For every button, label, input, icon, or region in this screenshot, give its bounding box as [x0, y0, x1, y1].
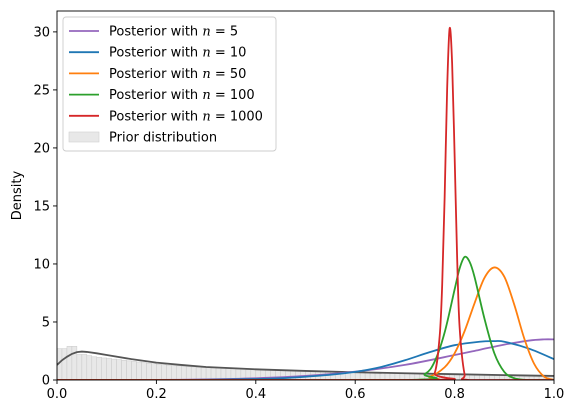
prior-histogram-bar [111, 358, 117, 380]
prior-histogram-bar [205, 367, 212, 380]
prior-histogram-bar [131, 361, 137, 380]
y-axis-label: Density [10, 170, 25, 220]
prior-histogram-bar [399, 372, 406, 380]
prior-histogram-bar [166, 364, 172, 380]
y-tick-label: 0 [42, 374, 50, 389]
y-tick-label: 30 [33, 25, 50, 40]
y-tick-label: 5 [42, 315, 50, 330]
prior-histogram-bar [369, 372, 376, 380]
x-tick-label: 0.8 [444, 387, 465, 402]
x-tick-label: 1.0 [544, 387, 565, 402]
axes-frame [56, 10, 555, 381]
legend-box [62, 16, 277, 152]
prior-histogram-bar [126, 360, 132, 380]
prior-histogram-bar [161, 364, 167, 380]
prior-histogram-bar [136, 361, 142, 380]
x-tick-label: 0.2 [146, 387, 167, 402]
prior-histogram-bar [384, 372, 391, 380]
prior-histogram-bar [96, 357, 102, 380]
legend-swatch-5 [68, 131, 100, 143]
prior-histogram-bar [151, 363, 157, 380]
prior-histogram-bar [181, 365, 187, 380]
prior-histogram-bar [176, 365, 182, 380]
legend: Posterior with n = 5 Posterior with n = 1… [62, 16, 277, 152]
legend-label-4: Posterior with n = 1000 [109, 109, 263, 124]
prior-histogram-bar [121, 360, 127, 380]
prior-histogram-bar [374, 372, 381, 380]
prior-density-curve [57, 350, 554, 377]
x-tick-label: 0.6 [345, 387, 366, 402]
legend-label-2: Posterior with n = 50 [109, 67, 246, 82]
legend-label-3: Posterior with n = 100 [109, 88, 255, 103]
prior-histogram-bar [394, 372, 401, 380]
prior-histogram-bar [141, 362, 147, 380]
prior-histogram-bar [66, 346, 73, 380]
legend-label-5: Prior distribution [109, 131, 217, 146]
prior-histogram-bar [76, 354, 83, 380]
y-tick-label: 25 [33, 83, 50, 98]
prior-histogram-bar [86, 355, 93, 380]
y-tick-label: 20 [33, 141, 50, 156]
x-tick-label: 0.0 [47, 387, 68, 402]
prior-histogram-bar [379, 372, 386, 380]
prior-histogram-bar [146, 362, 152, 380]
prior-histogram-bar [215, 367, 222, 380]
prior-histogram-bar [91, 356, 98, 380]
prior-histogram-bar [404, 373, 411, 380]
prior-histogram-bar [185, 366, 192, 380]
legend-label-1: Posterior with n = 10 [109, 46, 246, 61]
x-tick-label: 0.4 [245, 387, 266, 402]
prior-histogram-bar [195, 366, 202, 380]
series-line-3 [57, 255, 554, 380]
prior-histogram-bar [290, 370, 296, 380]
prior-histogram-bar [101, 357, 107, 380]
prior-histogram-bar [190, 366, 197, 380]
legend-label-0: Posterior with n = 5 [109, 25, 238, 40]
y-tick-label: 10 [33, 257, 50, 272]
prior-histogram-bar [364, 372, 371, 380]
prior-histogram-bar [354, 371, 361, 380]
series-line-4 [57, 26, 554, 380]
prior-histogram-bar [61, 348, 68, 380]
prior-histogram-bar [359, 372, 366, 380]
prior-histogram-bar [171, 365, 177, 380]
prior-histogram-bar [81, 354, 88, 380]
prior-histogram-bar [156, 364, 162, 380]
prior-histogram-bar [200, 367, 207, 380]
prior-histogram-bar [71, 346, 78, 380]
plot-content [57, 26, 554, 380]
y-tick-label: 15 [33, 199, 50, 214]
prior-histogram-bar [389, 372, 396, 380]
prior-histogram-bar [210, 367, 217, 380]
prior-histogram-bar [106, 358, 112, 380]
prior-histogram-bar [116, 359, 122, 380]
